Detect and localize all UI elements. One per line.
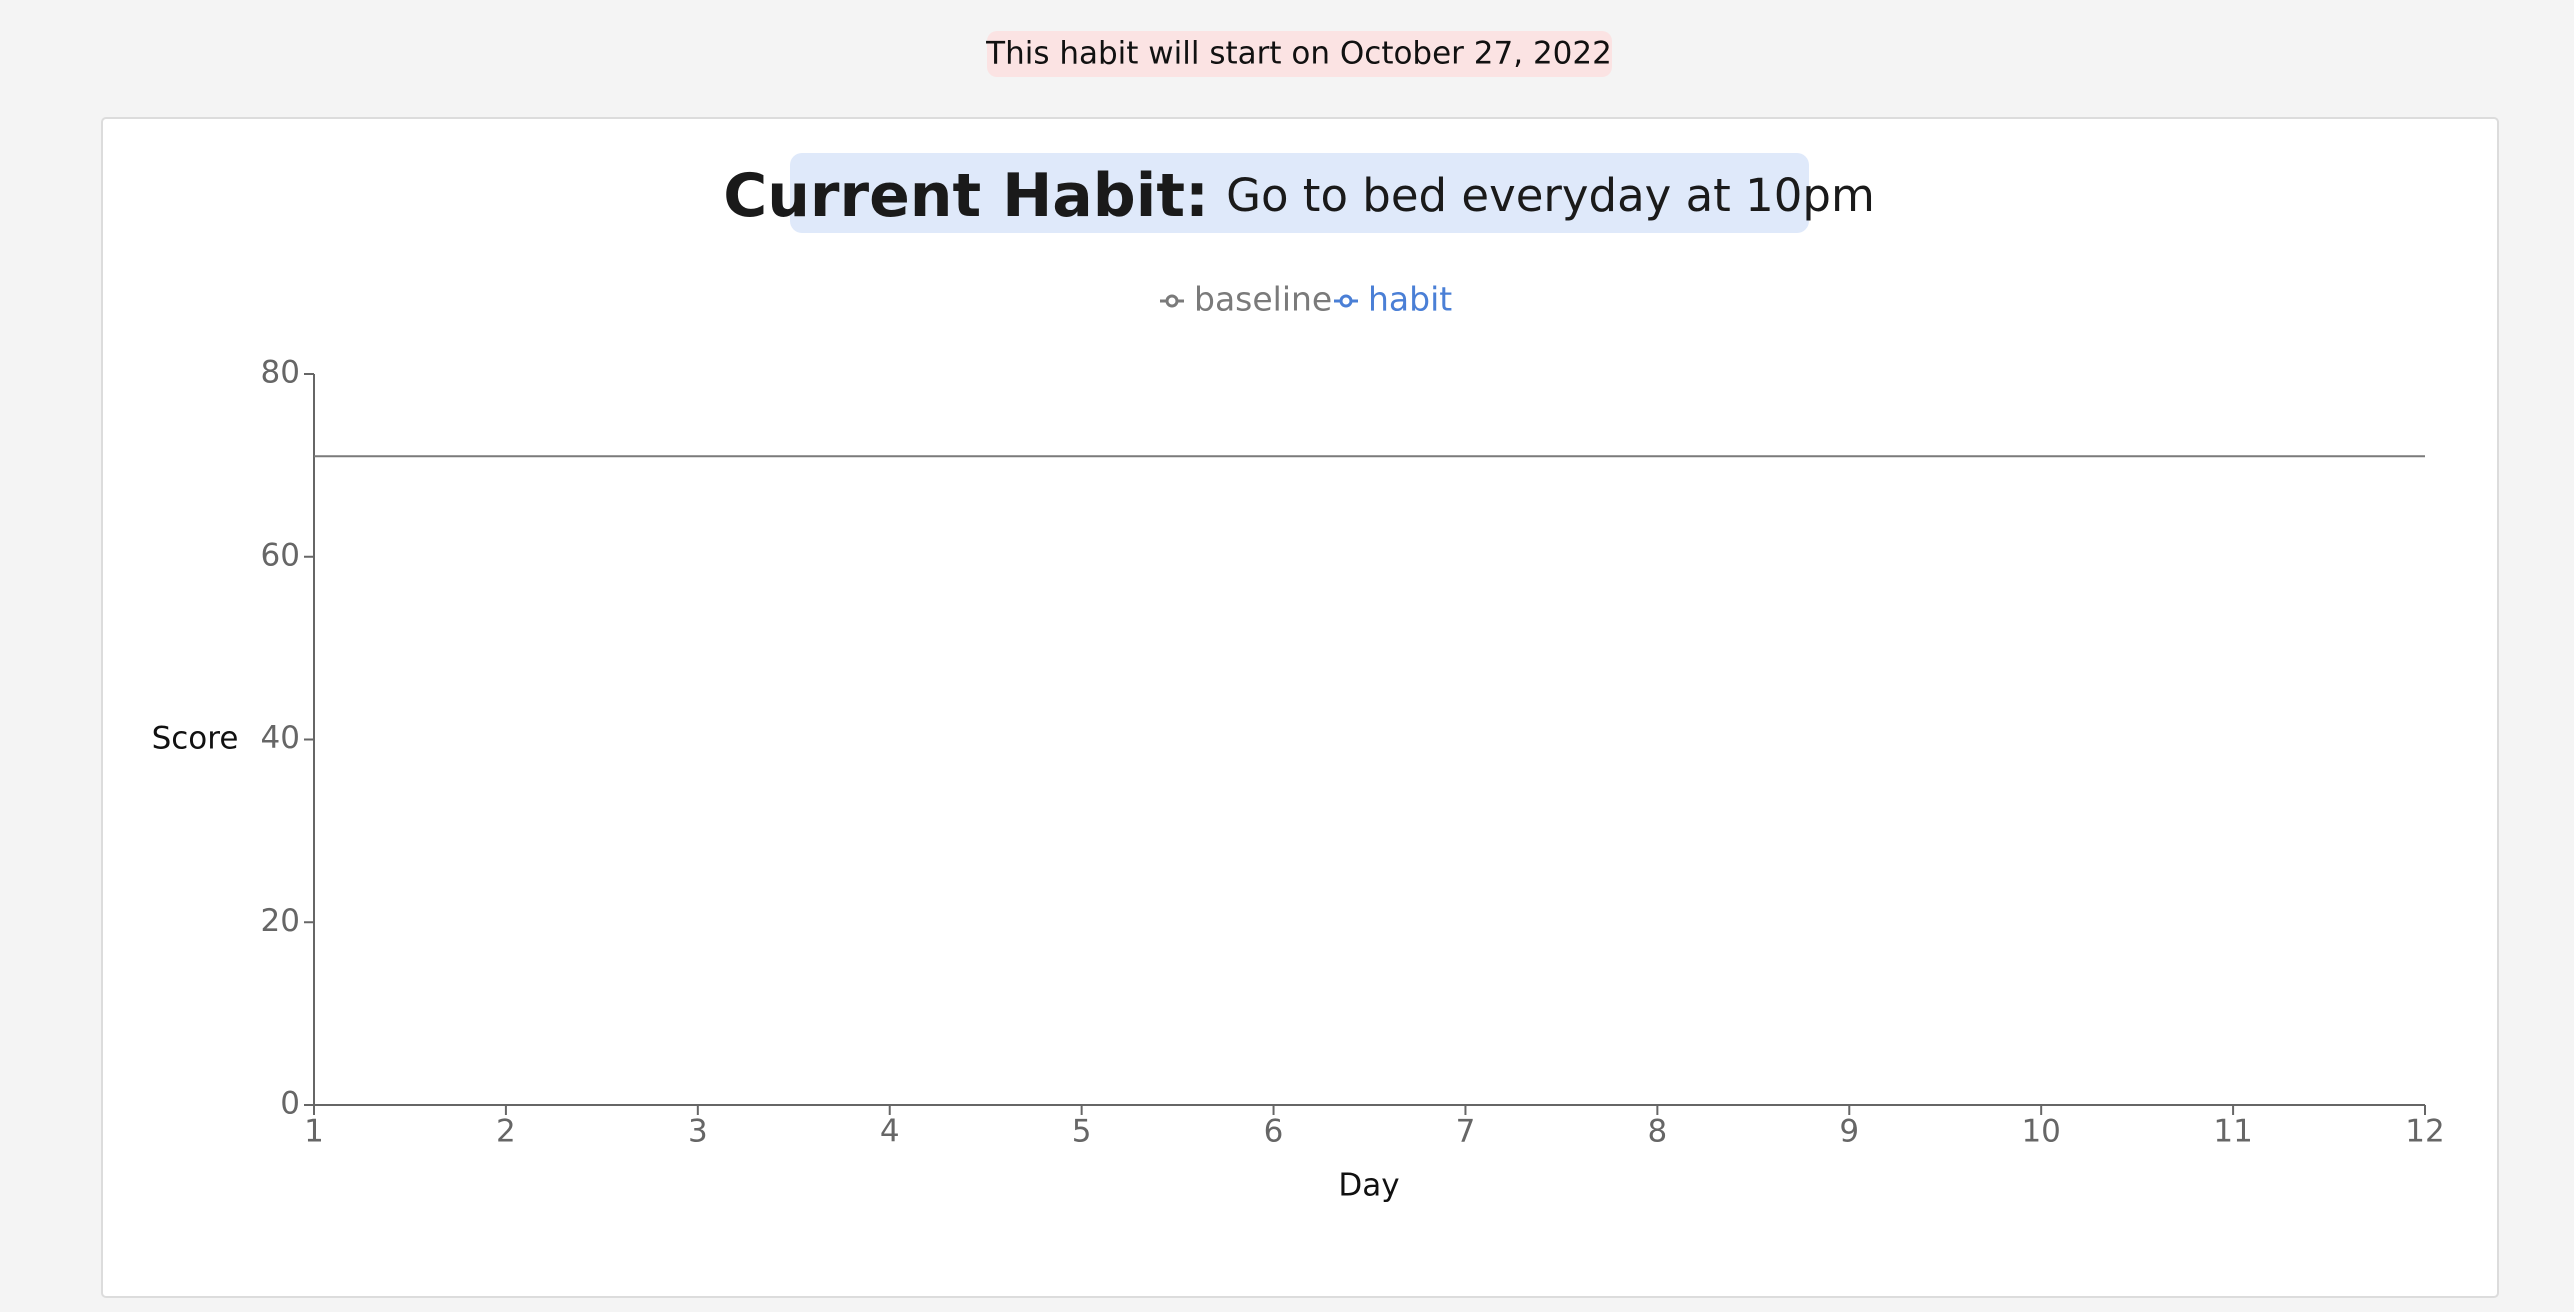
x-tick-label: 6 [1264,1114,1284,1150]
legend-label: habit [1368,280,1452,319]
x-axis-label: Day [1338,1168,1399,1204]
x-tick-label: 8 [1647,1114,1667,1150]
banner-box [987,31,1612,77]
legend-swatch-dot [1339,294,1353,308]
x-tick-label: 1 [304,1114,324,1150]
y-axis-label: Score [152,721,239,757]
y-tick-label: 40 [261,720,300,756]
x-tick-label: 2 [496,1114,516,1150]
title-habit: Go to bed everyday at 10pm [1226,169,1875,222]
x-tick-label: 9 [1839,1114,1859,1150]
x-tick-label: 11 [2213,1114,2252,1150]
x-tick-label: 10 [2021,1114,2060,1150]
title-label: Current Habit: [723,161,1209,231]
y-tick-label: 60 [261,537,300,573]
legend-label: baseline [1194,280,1332,319]
y-tick-label: 0 [280,1086,300,1122]
x-tick-label: 12 [2405,1114,2444,1150]
x-tick-label: 3 [688,1114,708,1150]
chart-title: Current Habit: Go to bed everyday at 10p… [723,161,1875,231]
x-tick-label: 4 [880,1114,900,1150]
card [101,117,2499,1298]
x-tick-label: 7 [1456,1114,1476,1150]
y-tick-label: 80 [261,355,300,391]
x-tick-label: 5 [1072,1114,1092,1150]
title-box [790,153,1809,233]
banner: This habit will start on October 27, 202… [985,36,1612,72]
y-tick-label: 20 [261,903,300,939]
legend-swatch-dot [1165,294,1179,308]
